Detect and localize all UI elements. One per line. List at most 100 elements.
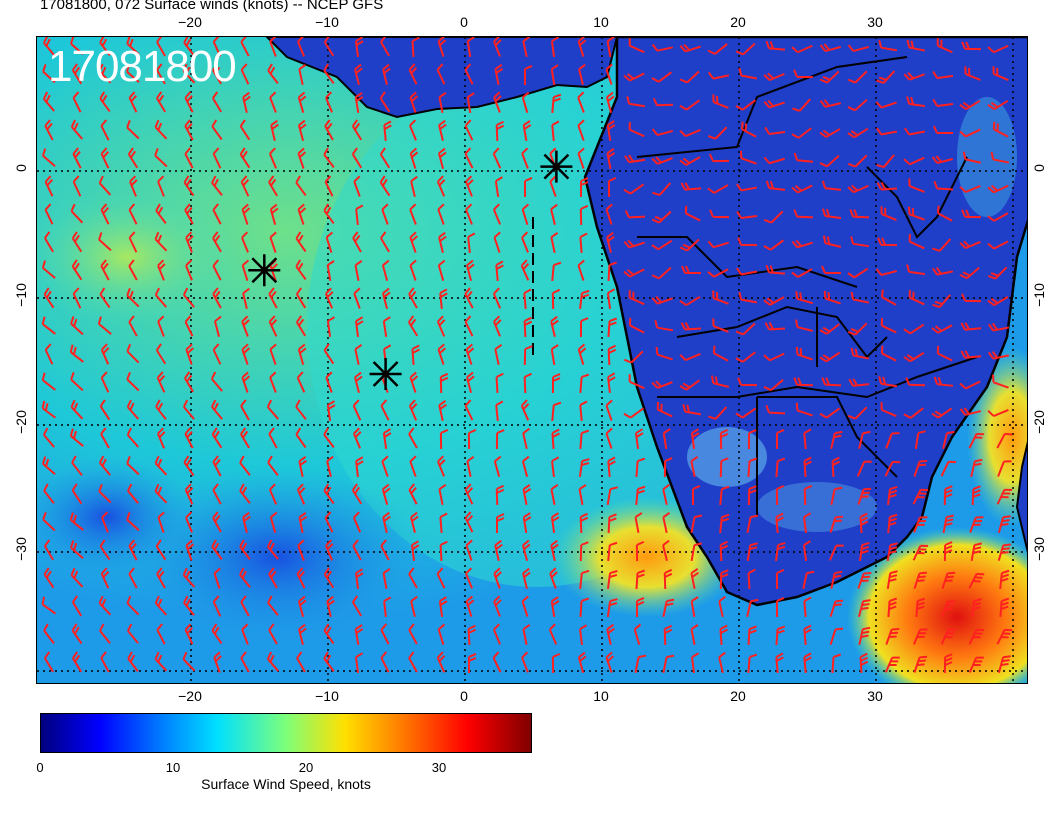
wind-barb [651, 210, 672, 224]
wind-barb [987, 351, 1010, 360]
wind-barb [962, 151, 982, 164]
wind-barb [495, 484, 505, 506]
wind-map[interactable] [36, 36, 1028, 684]
wind-barb [858, 626, 871, 646]
wind-barb [880, 317, 897, 334]
wind-barb [521, 147, 529, 169]
wind-barb [763, 210, 784, 224]
wind-barb [690, 567, 700, 590]
wind-barb [551, 373, 561, 394]
wind-barb [436, 63, 446, 85]
wind-barb [579, 512, 589, 534]
wind-barb [268, 175, 278, 197]
wind-barb [297, 37, 305, 57]
lon-tick-bottom: 30 [867, 688, 883, 704]
wind-barb [961, 41, 982, 51]
wind-barb [323, 651, 335, 672]
wind-barb [819, 43, 841, 53]
storm-marker-3[interactable] [540, 150, 573, 183]
wind-barb [880, 345, 897, 362]
wind-barb [211, 119, 223, 141]
wind-barb [847, 127, 869, 139]
wind-barb [775, 541, 786, 562]
wind-barb [380, 399, 390, 421]
wind-barb [493, 623, 501, 645]
wind-barb [464, 119, 474, 141]
wind-barb [239, 483, 251, 504]
wind-barb [885, 432, 900, 449]
wind-barb [877, 237, 898, 247]
wind-barb [684, 205, 701, 222]
colorbar-tick: 10 [165, 760, 181, 775]
wind-barb [850, 291, 870, 304]
wind-barb [903, 156, 925, 166]
wind-barb [623, 350, 644, 364]
wind-barb [297, 91, 307, 113]
wind-barb [439, 512, 448, 534]
wind-barb [550, 231, 559, 254]
wind-barb [795, 402, 813, 417]
wind-barb [884, 656, 900, 673]
wind-barb [323, 343, 335, 365]
wind-barb [775, 625, 786, 646]
wind-barb [577, 119, 585, 141]
wind-barb [999, 569, 1010, 590]
wind-barb [71, 623, 83, 645]
wind-barb [409, 259, 417, 281]
wind-barb [127, 483, 139, 504]
wind-barb [988, 322, 1010, 332]
wind-barb [240, 399, 250, 421]
wind-barb [830, 486, 843, 506]
wind-barb [943, 485, 953, 506]
wind-barb [354, 37, 364, 58]
wind-barb [971, 485, 981, 506]
wind-barb [885, 627, 900, 645]
wind-barb [154, 231, 168, 252]
wind-barb [579, 289, 590, 310]
wind-barb [764, 321, 786, 331]
wind-barb [70, 399, 84, 420]
wind-barb [381, 483, 391, 505]
wind-barb [523, 65, 533, 86]
wind-barb [651, 296, 673, 305]
wind-barb [690, 455, 699, 478]
wind-barb [763, 296, 785, 306]
wind-barb [241, 203, 251, 225]
wind-barb [493, 231, 501, 253]
wind-barb [325, 371, 333, 393]
wind-barb [931, 324, 953, 334]
wind-barb [737, 237, 758, 247]
wind-barb [691, 485, 701, 506]
storm-marker-2[interactable] [369, 358, 402, 390]
wind-barb [354, 343, 363, 366]
wind-barb [71, 63, 83, 85]
wind-barb [931, 267, 954, 276]
wind-barb [903, 323, 925, 335]
wind-barb [381, 455, 389, 477]
wind-barb [408, 63, 418, 85]
wind-barb [578, 458, 590, 478]
wind-barb [297, 203, 307, 225]
wind-barb [959, 184, 981, 194]
storm-marker-1[interactable] [248, 254, 281, 287]
wind-barb [522, 512, 532, 534]
wind-barb [185, 343, 194, 365]
wind-barb [987, 99, 1009, 111]
wind-barb [379, 147, 391, 169]
wind-barb [128, 203, 138, 225]
wind-barb [438, 231, 447, 254]
wind-barb [523, 316, 533, 338]
lat-tick-left: −30 [13, 537, 29, 561]
wind-map-canvas [37, 37, 1027, 683]
wind-barb [521, 651, 529, 673]
wind-barb [550, 203, 558, 226]
wind-barb [44, 119, 54, 141]
wind-barb [100, 119, 110, 141]
wind-barb [931, 407, 953, 419]
wind-barb [913, 655, 928, 673]
wind-barb [127, 623, 139, 644]
wind-barb [912, 488, 929, 505]
wind-barb [128, 91, 138, 113]
wind-barb [793, 209, 814, 219]
wind-barb [43, 37, 55, 56]
